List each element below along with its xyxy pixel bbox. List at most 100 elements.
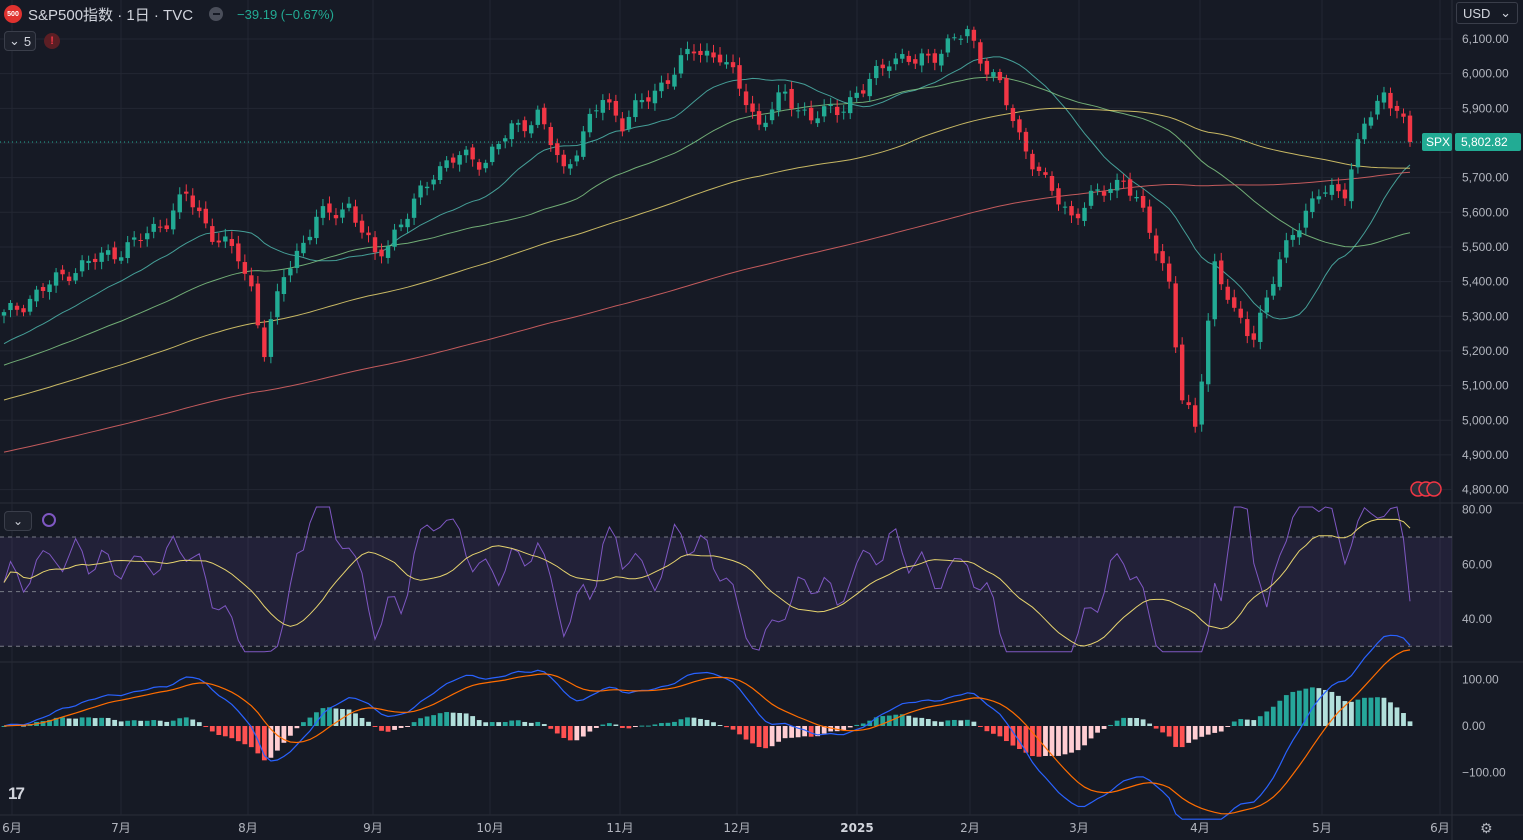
macd-bar [789, 726, 795, 738]
candle [867, 78, 872, 97]
candle [1355, 139, 1361, 168]
candle [268, 319, 274, 357]
candle [1310, 198, 1315, 213]
macd-bar [1257, 716, 1263, 726]
candle [1134, 197, 1139, 199]
candle [730, 62, 736, 68]
macd-bar [912, 717, 918, 726]
macd-bar [665, 722, 671, 726]
candle [223, 236, 228, 242]
candle [1088, 190, 1094, 206]
minus-icon[interactable] [209, 7, 224, 21]
candle [841, 111, 846, 113]
candle [79, 260, 85, 272]
candle [1108, 188, 1113, 193]
candle [327, 203, 332, 213]
candle [411, 198, 417, 218]
time-tick-label: 7月 [111, 821, 131, 835]
ma-line-MA100 [3, 107, 1411, 401]
macd-bar [880, 716, 886, 726]
macd-bar [945, 720, 951, 726]
sync-icon[interactable] [42, 513, 56, 527]
candle [1166, 263, 1172, 282]
candle [1023, 131, 1029, 152]
candle [1381, 92, 1387, 103]
candle [652, 90, 658, 104]
candle [678, 55, 684, 74]
macd-bar [418, 718, 423, 726]
time-tick-label: 4月 [1190, 821, 1210, 835]
macd-bar [405, 726, 410, 727]
candle [984, 60, 990, 75]
macd-bar [1218, 726, 1224, 732]
signal-line [3, 649, 1411, 815]
currency-select[interactable]: USD ⌄ [1456, 2, 1518, 24]
candle [288, 268, 293, 276]
macd-bar [170, 720, 176, 726]
macd-bar [489, 722, 495, 726]
candle [476, 162, 482, 170]
candle [600, 100, 606, 113]
macd-bar [724, 726, 729, 728]
macd-bar [398, 726, 404, 728]
candle [1212, 261, 1217, 320]
candle [932, 53, 938, 63]
macd-bar [144, 720, 150, 726]
candle [372, 237, 378, 253]
macd-bar [437, 713, 443, 726]
candle [262, 327, 267, 358]
time-axis: 6月 7月 8月 9月 10月 11月 12月 2025 2月 3月 4月 5月 6月 [2, 821, 1450, 835]
macd-bar [509, 720, 515, 726]
macd-bar [528, 722, 534, 726]
rsi-pane-collapse[interactable]: ⌄ [4, 511, 32, 531]
tradingview-logo[interactable]: 17 [8, 784, 25, 803]
time-tick-label: 8月 [238, 821, 258, 835]
candle [548, 127, 553, 146]
gear-icon[interactable]: ⚙ [1480, 820, 1493, 836]
macd-bar [593, 726, 599, 728]
candle [463, 149, 469, 156]
candle [821, 106, 827, 117]
candle [216, 240, 222, 243]
price-tick-label: 5,200.00 [1462, 344, 1509, 358]
macd-bar [600, 724, 606, 726]
candle [359, 220, 365, 233]
macd-bar [750, 726, 755, 744]
candle [561, 154, 566, 167]
macd-bar [1030, 726, 1035, 757]
macd-bar [808, 726, 814, 737]
macd-bar [1231, 721, 1237, 726]
macd-bar [385, 726, 391, 732]
macd-bar [1342, 701, 1348, 726]
candle [724, 62, 729, 65]
candle [21, 308, 26, 313]
candle [275, 291, 280, 318]
macd-bar [991, 726, 996, 734]
macd-bar [1270, 706, 1276, 726]
symbol-title[interactable]: S&P500指数 · 1日 · TVC [28, 6, 194, 24]
macd-bar [105, 717, 111, 726]
chevron-down-icon: ⌄ [1500, 5, 1511, 20]
candle [1127, 179, 1133, 196]
macd-bar [515, 720, 521, 726]
candle [594, 110, 599, 112]
macd-bar [1, 726, 7, 727]
candle [1297, 230, 1302, 238]
macd-bar [646, 725, 651, 727]
candle [1186, 402, 1191, 406]
macd-bar [1088, 726, 1094, 739]
candle [607, 99, 612, 103]
candles [1, 25, 1413, 433]
macd-bar [366, 721, 371, 726]
macd-bar [574, 726, 580, 741]
macd-bar [587, 726, 593, 732]
macd-bar [1335, 695, 1341, 726]
indicators-toggle[interactable]: ⌄ 5 [4, 31, 37, 51]
candle [913, 59, 918, 64]
candle [659, 82, 664, 92]
warning-icon[interactable]: ! [44, 33, 61, 49]
macd-bar [73, 718, 79, 726]
macd-bar [1199, 726, 1205, 737]
macd-bar [1017, 726, 1022, 750]
